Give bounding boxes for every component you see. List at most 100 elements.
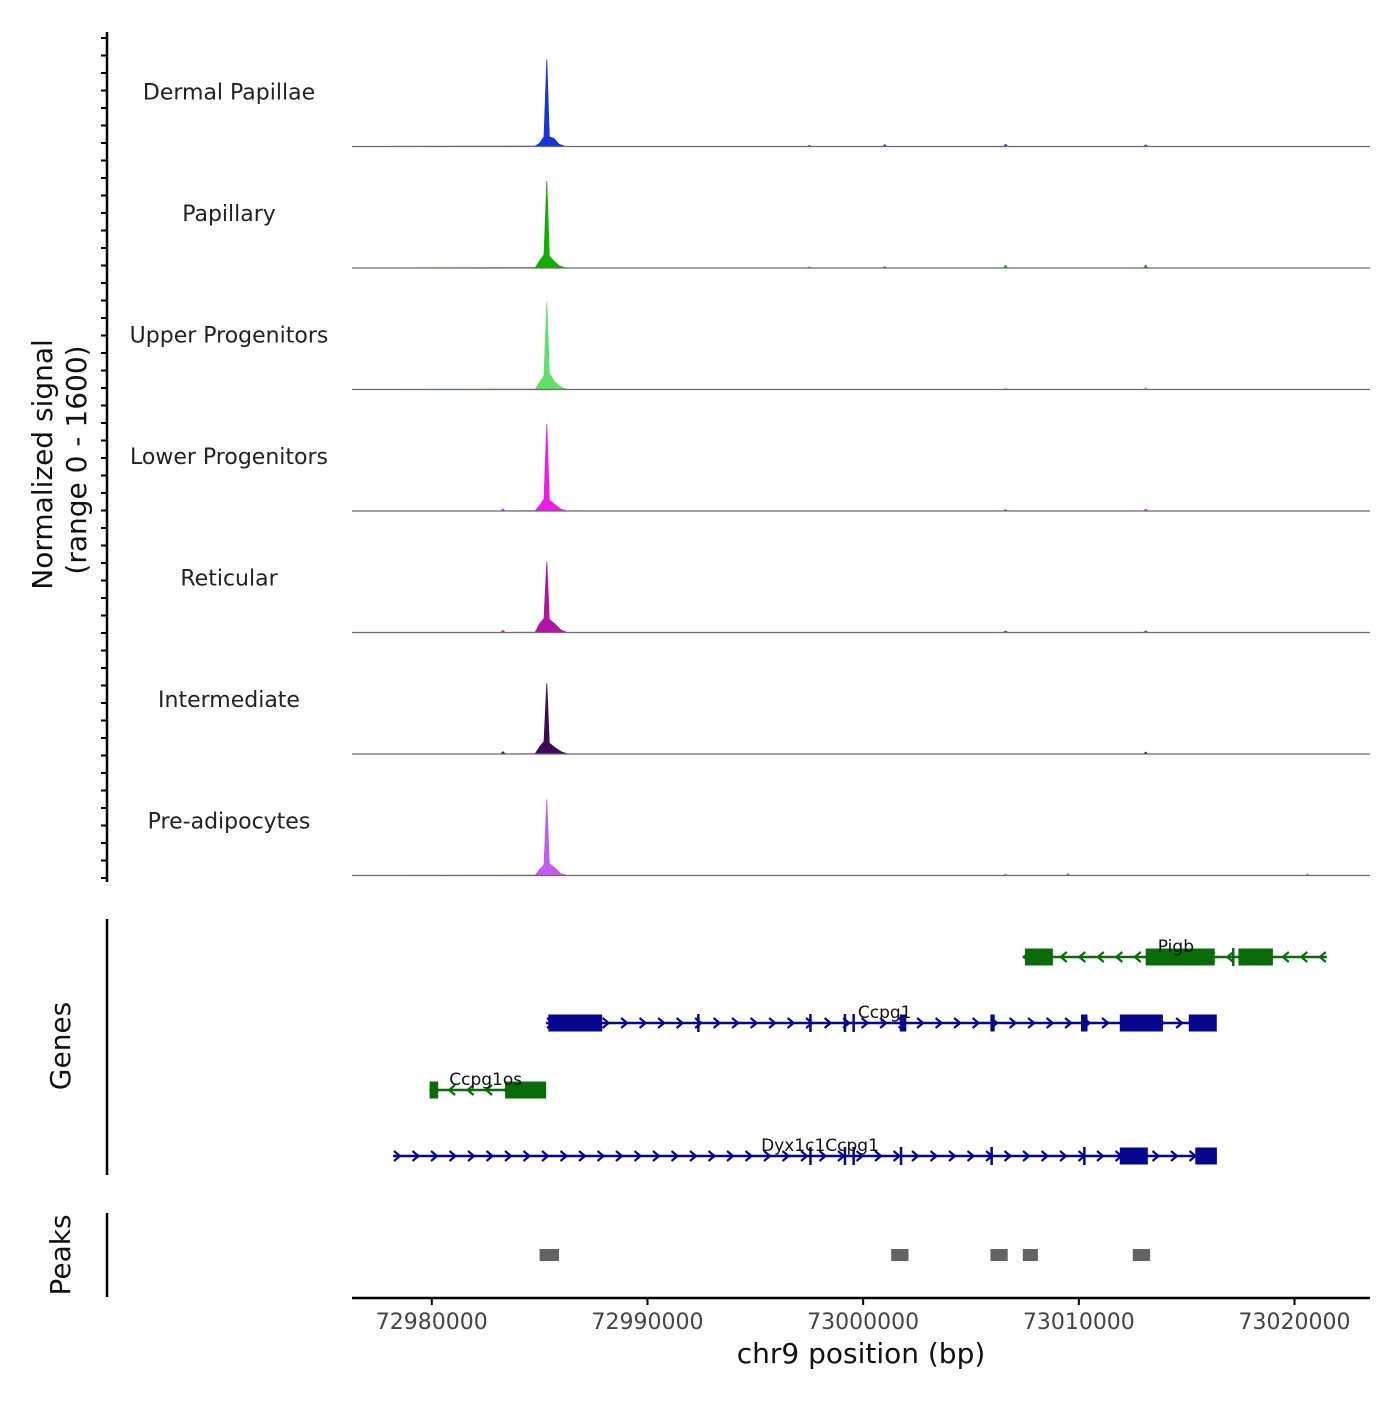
- strand-arrow: [781, 1150, 791, 1162]
- strand-arrow: [786, 1017, 796, 1029]
- x-tick-label: 72990000: [591, 1310, 703, 1335]
- track-signal-area: [351, 302, 1370, 390]
- strand-arrow: [892, 1150, 902, 1162]
- strand-arrow: [744, 1150, 754, 1162]
- strand-arrow: [1151, 1150, 1161, 1162]
- gene-exon: [1024, 948, 1053, 966]
- gene-dyx1c1ccpg1: Dyx1c1Ccpg1: [392, 1136, 1217, 1165]
- track-label: Lower Progenitors: [130, 445, 328, 470]
- track-reticular: Reticular: [180, 561, 1370, 634]
- strand-arrow: [601, 1017, 611, 1029]
- peak-region: [1132, 1249, 1151, 1261]
- strand-arrow: [1059, 951, 1068, 963]
- x-tick-label: 73010000: [1023, 1310, 1135, 1335]
- strand-arrow: [1225, 951, 1235, 963]
- gene-exon: [505, 1081, 547, 1099]
- strand-arrow: [860, 1017, 870, 1029]
- gene-ccpg1os: Ccpg1os: [428, 1070, 547, 1099]
- gene-pigb: Pigb: [1022, 937, 1327, 966]
- strand-arrow: [916, 1017, 925, 1029]
- strand-arrow: [670, 1150, 680, 1162]
- gene-exon: [852, 1147, 855, 1165]
- gene-exon: [852, 1014, 855, 1032]
- strand-arrow: [578, 1150, 587, 1162]
- gene-exon: [1119, 1014, 1163, 1032]
- strand-arrow: [485, 1150, 495, 1162]
- strand-arrow: [633, 1150, 643, 1162]
- strand-arrow: [800, 1150, 809, 1162]
- strand-arrow: [484, 1084, 493, 1096]
- x-axis-title: chr9 position (bp): [737, 1337, 986, 1370]
- strand-arrow: [559, 1150, 569, 1162]
- strand-arrow: [707, 1150, 717, 1162]
- track-label: Upper Progenitors: [130, 324, 329, 349]
- strand-arrow: [689, 1150, 698, 1162]
- strand-arrow: [874, 1150, 883, 1162]
- strand-arrow: [1045, 1017, 1055, 1029]
- y-axis-title: Normalized signal (range 0 - 1600): [26, 330, 93, 589]
- strand-arrow: [966, 1150, 976, 1162]
- gene-ccpg1: Ccpg1: [546, 1003, 1217, 1032]
- gene-exon: [1232, 948, 1235, 966]
- track-pre-adipocytes: Pre-adipocytes: [148, 799, 1370, 877]
- strand-arrow: [1281, 951, 1290, 963]
- gene-label: Pigb: [1158, 937, 1194, 957]
- strand-arrow: [1096, 951, 1105, 963]
- track-intermediate: Intermediate: [158, 683, 1370, 755]
- gene-exon: [990, 1014, 995, 1032]
- track-label: Dermal Papillae: [143, 81, 315, 106]
- strand-arrow: [712, 1017, 722, 1029]
- strand-arrow: [1318, 951, 1327, 963]
- strand-arrow: [657, 1017, 666, 1029]
- gene-exon: [809, 1147, 812, 1165]
- strand-arrow: [465, 1084, 475, 1096]
- strand-arrow: [620, 1017, 629, 1029]
- strand-arrow: [1114, 951, 1124, 963]
- strand-arrow: [1059, 1150, 1068, 1162]
- signal-y-ticks: [101, 37, 107, 879]
- gene-exon: [1238, 948, 1273, 966]
- signal-tracks: Dermal Papillae Papillary Upper Progenitor…: [130, 59, 1370, 877]
- x-tick-label: 73000000: [807, 1310, 919, 1335]
- strand-arrow: [652, 1150, 661, 1162]
- track-signal-area: [351, 799, 1370, 876]
- strand-arrow: [1170, 1150, 1179, 1162]
- strand-arrow: [911, 1150, 920, 1162]
- strand-arrow: [448, 1150, 458, 1162]
- strand-arrow: [1077, 951, 1087, 963]
- gene-exon: [1188, 1014, 1217, 1032]
- track-lower-progenitors: Lower Progenitors: [130, 423, 1370, 512]
- track-label: Reticular: [180, 567, 278, 592]
- gene-exon: [1083, 1147, 1086, 1165]
- peak-region: [539, 1249, 559, 1261]
- strand-arrow: [596, 1150, 606, 1162]
- gene-exon: [843, 1147, 847, 1165]
- track-upper-progenitors: Upper Progenitors: [130, 302, 1370, 391]
- strand-arrow: [934, 1017, 944, 1029]
- strand-arrow: [411, 1150, 421, 1162]
- gene-label: Ccpg1os: [449, 1070, 522, 1090]
- gene-exon: [990, 1147, 993, 1165]
- gene-exon: [809, 1014, 812, 1032]
- gene-exon: [1145, 948, 1215, 966]
- x-axis-ticks: 72980000 72990000 73000000 73010000 73020000: [376, 1298, 1351, 1335]
- gene-exon: [1119, 1147, 1148, 1165]
- track-signal-area: [352, 423, 1370, 512]
- gene-exon: [1081, 1014, 1088, 1032]
- peak-regions: [539, 1249, 1151, 1261]
- strand-arrow: [818, 1150, 828, 1162]
- strand-arrow: [805, 1017, 814, 1029]
- gene-exon: [697, 1014, 700, 1032]
- y-axis-title-line-1: Normalized signal: [26, 339, 59, 590]
- strand-arrow: [929, 1150, 939, 1162]
- strand-arrow: [1008, 1017, 1018, 1029]
- track-label: Pre-adipocytes: [148, 810, 311, 835]
- strand-arrow: [430, 1150, 439, 1162]
- gene-label: Ccpg1: [858, 1003, 912, 1023]
- strand-arrow: [879, 1017, 888, 1029]
- strand-arrow: [1064, 1017, 1073, 1029]
- strand-arrow: [393, 1150, 402, 1162]
- strand-arrow: [467, 1150, 476, 1162]
